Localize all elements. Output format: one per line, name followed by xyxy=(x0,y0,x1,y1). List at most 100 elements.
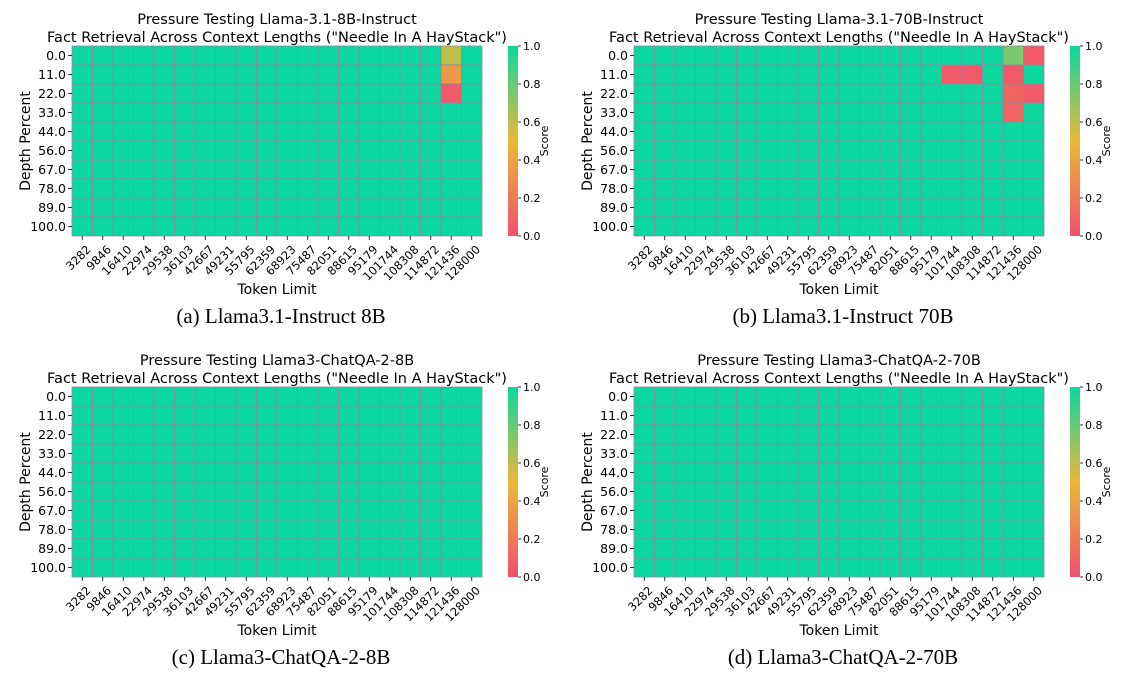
heatmap-cell xyxy=(92,557,114,578)
heatmap-cell xyxy=(818,64,840,85)
colorbar xyxy=(508,387,518,577)
heatmap-cell xyxy=(674,424,696,445)
heatmap-cell xyxy=(133,216,155,237)
heatmap-cell xyxy=(736,45,758,66)
y-tick-label: 56.0 xyxy=(600,484,628,499)
heatmap-cell xyxy=(633,197,655,218)
heatmap-cell xyxy=(153,386,175,407)
heatmap-cell xyxy=(153,140,175,161)
heatmap-cell xyxy=(797,159,819,180)
heatmap-cell xyxy=(859,121,881,142)
heatmap-cell xyxy=(1002,424,1024,445)
heatmap-cell xyxy=(715,102,737,123)
heatmap-cell xyxy=(215,538,237,559)
heatmap-cell xyxy=(461,424,483,445)
heatmap-cell xyxy=(215,178,237,199)
heatmap-cell xyxy=(633,443,655,464)
heatmap-cell xyxy=(71,538,93,559)
heatmap-cell xyxy=(756,64,778,85)
heatmap-cell xyxy=(900,481,922,502)
heatmap-cell xyxy=(338,216,360,237)
heatmap-cell xyxy=(674,386,696,407)
heatmap-cell xyxy=(440,519,462,540)
heatmap-cell xyxy=(1002,216,1024,237)
heatmap-cell xyxy=(71,45,93,66)
heatmap-cell xyxy=(440,102,462,123)
heatmap-cell xyxy=(818,83,840,104)
heatmap-cell xyxy=(461,500,483,521)
heatmap-cell xyxy=(276,557,298,578)
heatmap-cell xyxy=(440,557,462,578)
heatmap-cell xyxy=(818,462,840,483)
heatmap-cell xyxy=(1023,538,1045,559)
heatmap-cell xyxy=(174,140,196,161)
heatmap-cell xyxy=(174,386,196,407)
y-tick-label: 56.0 xyxy=(600,143,628,158)
heatmap-cell xyxy=(1002,557,1024,578)
heatmap-cell xyxy=(194,64,216,85)
heatmap-cell xyxy=(900,557,922,578)
colorbar-tick-label: 0.8 xyxy=(523,419,541,432)
colorbar-tick-label: 0.8 xyxy=(1085,419,1103,432)
heatmap-cell xyxy=(92,443,114,464)
heatmap-cell xyxy=(961,557,983,578)
heatmap-cell xyxy=(961,197,983,218)
y-axis-label: Depth Percent xyxy=(18,432,34,532)
heatmap-cell xyxy=(1023,64,1045,85)
heatmap-cell xyxy=(71,424,93,445)
x-axis-label: Token Limit xyxy=(237,282,318,298)
heatmap-cell xyxy=(461,216,483,237)
heatmap-cell xyxy=(1023,481,1045,502)
heatmap-cell xyxy=(920,481,942,502)
heatmap-cell xyxy=(982,481,1004,502)
heatmap-cell xyxy=(194,538,216,559)
colorbar-tick-label: 0.6 xyxy=(523,457,541,470)
heatmap-cell xyxy=(900,519,922,540)
heatmap-cell xyxy=(276,102,298,123)
heatmap-cell xyxy=(633,500,655,521)
heatmap-cell xyxy=(317,83,339,104)
heatmap-cell xyxy=(112,178,134,199)
heatmap-cell xyxy=(297,519,319,540)
heatmap-cell xyxy=(133,443,155,464)
heatmap-cell xyxy=(777,102,799,123)
heatmap-cell xyxy=(256,197,278,218)
heatmap-cell xyxy=(633,64,655,85)
heatmap-cell xyxy=(297,424,319,445)
heatmap-cell xyxy=(256,386,278,407)
heatmap-cell xyxy=(317,197,339,218)
heatmap-cell xyxy=(633,538,655,559)
heatmap-cell xyxy=(961,386,983,407)
heatmap-cell xyxy=(358,481,380,502)
heatmap-cell xyxy=(256,500,278,521)
heatmap-cell xyxy=(654,140,676,161)
heatmap-cell xyxy=(900,500,922,521)
heatmap-cell xyxy=(900,197,922,218)
heatmap-cell xyxy=(674,216,696,237)
heatmap-cell xyxy=(399,140,421,161)
heatmap-cell xyxy=(174,405,196,426)
heatmap-cell xyxy=(859,102,881,123)
heatmap-cell xyxy=(420,519,442,540)
heatmap-cell xyxy=(379,500,401,521)
heatmap-cell xyxy=(715,197,737,218)
heatmap-cell xyxy=(961,424,983,445)
heatmap-cell xyxy=(1002,386,1024,407)
colorbar-tick-label: 0.6 xyxy=(523,116,541,129)
y-tick-label: 22.0 xyxy=(38,427,66,442)
heatmap-cell xyxy=(900,424,922,445)
heatmap-cell xyxy=(215,45,237,66)
heatmap-cell xyxy=(674,45,696,66)
heatmap-cell xyxy=(338,538,360,559)
heatmap-cell xyxy=(235,443,257,464)
heatmap-cell xyxy=(797,424,819,445)
heatmap-cell xyxy=(982,83,1004,104)
heatmap-cell xyxy=(797,386,819,407)
heatmap-cell xyxy=(133,64,155,85)
heatmap-cell xyxy=(900,102,922,123)
y-tick-label: 33.0 xyxy=(38,105,66,120)
heatmap-cell xyxy=(674,178,696,199)
heatmap-cell xyxy=(194,121,216,142)
heatmap-cell xyxy=(777,538,799,559)
heatmap-cell xyxy=(440,140,462,161)
